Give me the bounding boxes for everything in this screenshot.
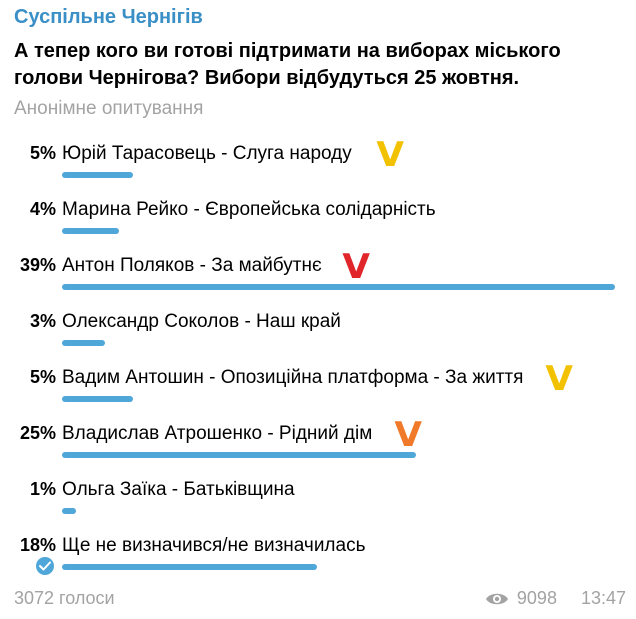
option-label: Юрій Тарасовець - Слуга народу (62, 143, 352, 164)
option-result-bar (62, 340, 105, 346)
poll-option[interactable]: 3% Олександр Соколов - Наш край (0, 311, 636, 367)
option-label: Владислав Атрошенко - Рідний дім (62, 423, 373, 444)
poll-option[interactable]: 4% Марина Рейко - Європейська солідарніст… (0, 199, 636, 255)
vote-count: 3072 голоси (14, 588, 115, 608)
option-result-bar (62, 284, 615, 290)
option-label: Ольга Заїка - Батьківщина (62, 479, 295, 500)
option-percent: 1% (29, 479, 56, 499)
option-percent: 3% (29, 311, 56, 331)
message-time: 13:47 (580, 588, 626, 608)
poll-option[interactable]: 1% Ольга Заїка - Батьківщина (0, 479, 636, 535)
option-result-bar (62, 508, 76, 514)
option-label: Антон Поляков - За майбутнє (62, 255, 322, 276)
option-percent: 25% (19, 423, 56, 443)
option-percent: 18% (19, 535, 56, 555)
option-result-bar (62, 564, 317, 570)
annotation-v-mark: V (342, 247, 370, 287)
annotation-v-mark: V (376, 135, 404, 175)
option-result-bar (62, 172, 133, 178)
option-label: Олександр Соколов - Наш край (62, 311, 341, 332)
option-percent: 5% (29, 143, 56, 163)
annotation-v-mark: V (394, 415, 422, 455)
option-result-bar (62, 396, 133, 402)
channel-name[interactable]: Суспільне Чернігів (14, 6, 203, 28)
poll-option[interactable]: 39% Антон Поляков - За майбутнє V (0, 247, 636, 311)
annotation-v-mark: V (545, 359, 573, 399)
option-label: Ще не визначився/не визначилась (62, 535, 366, 556)
option-label: Марина Рейко - Європейська солідарність (62, 199, 436, 220)
poll-question: А тепер кого ви готові підтримати на виб… (14, 40, 561, 89)
view-count: 9098 (516, 588, 557, 608)
poll-option[interactable]: 25% Владислав Атрошенко - Рідний дім V (0, 415, 636, 479)
selected-check-icon (36, 557, 54, 575)
option-percent: 5% (29, 367, 56, 387)
option-label: Вадим Антошин - Опозиційна платформа - З… (62, 367, 524, 388)
poll-option[interactable]: 5% Вадим Антошин - Опозиційна платформа -… (0, 359, 636, 423)
option-result-bar (62, 452, 416, 458)
option-percent: 4% (29, 199, 56, 219)
message-meta: 9098 13:47 (485, 588, 626, 609)
poll-type-label: Анонімне опитування (14, 98, 204, 119)
eye-icon (485, 590, 509, 608)
option-percent: 39% (19, 255, 56, 275)
poll-option[interactable]: 18% Ще не визначився/не визначилась (0, 535, 636, 591)
poll-option[interactable]: 5% Юрій Тарасовець - Слуга народу V (0, 135, 636, 199)
option-result-bar (62, 228, 119, 234)
